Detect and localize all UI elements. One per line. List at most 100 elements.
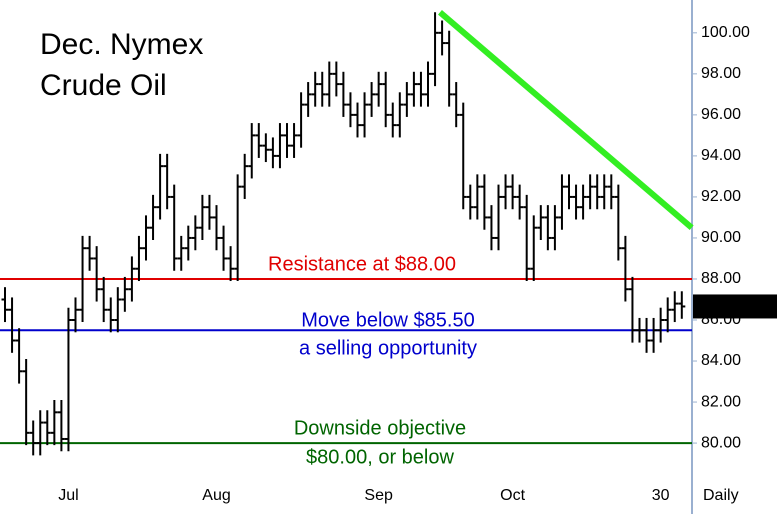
ohlc-bar (389, 102, 397, 138)
ohlc-bar (36, 410, 44, 456)
ohlc-bar (354, 102, 361, 138)
y-tick-label: 94.00 (701, 147, 741, 164)
ohlc-bar (86, 235, 94, 271)
ohlc-bar (311, 71, 319, 107)
ohlc-bar (509, 174, 517, 210)
ohlc-bar (64, 307, 72, 452)
ohlc-bar (22, 358, 30, 446)
ohlc-bar (15, 328, 23, 384)
ohlc-bar (614, 184, 622, 261)
ohlc-bar (163, 153, 171, 210)
ohlc-bar (227, 246, 235, 282)
ohlc-bar (523, 194, 531, 282)
ohlc-bar (318, 71, 326, 107)
ohlc-bar (241, 153, 249, 199)
level-annotation: Downside objective (294, 417, 466, 439)
chart-title: Crude Oil (40, 69, 167, 102)
y-tick-label: 88.00 (701, 270, 741, 287)
chart-title: Dec. Nymex (40, 28, 203, 61)
y-tick-label: 98.00 (701, 65, 741, 82)
ohlc-bar (417, 71, 425, 107)
ohlc-bar (636, 317, 643, 343)
ohlc-bar (650, 317, 658, 353)
ohlc-bar (480, 174, 488, 230)
ohlc-bar (621, 235, 629, 302)
ohlc-bar (382, 71, 390, 128)
ohlc-bar (149, 194, 157, 240)
ohlc-bar (502, 174, 510, 210)
ohlc-bar (600, 174, 608, 210)
ohlc-bar (586, 174, 594, 210)
ohlc-bar (551, 205, 559, 251)
ohlc-bar (396, 92, 404, 138)
ohlc-bar (135, 235, 143, 282)
ohlc-bar (459, 102, 467, 210)
ohlc-bar (530, 215, 538, 282)
ohlc-bar (445, 30, 453, 107)
ohlc-bar (198, 194, 206, 240)
ohlc-bar (43, 410, 51, 446)
ohlc-bar (452, 82, 460, 128)
ohlc-bar (516, 184, 524, 220)
y-tick-label: 92.00 (701, 188, 741, 205)
ohlc-bar (8, 297, 16, 353)
ohlc-bar (205, 194, 213, 230)
ohlc-bar (72, 297, 79, 333)
ohlc-bar (325, 61, 333, 107)
ohlc-bar (29, 420, 37, 456)
ohlc-bar (438, 20, 446, 56)
ohlc-bar (572, 184, 580, 220)
ohlc-bar (544, 205, 552, 251)
ohlc-bar (269, 137, 277, 169)
ohlc-bar (304, 82, 312, 117)
ohlc-bar (657, 307, 665, 343)
ohlc-bar (142, 215, 150, 261)
y-tick-label: 80.00 (701, 434, 741, 451)
trendline (438, 10, 694, 230)
ohlc-bar (671, 291, 679, 323)
ohlc-bar (664, 297, 672, 333)
ohlc-bar (346, 92, 354, 128)
ohlc-bar (220, 225, 228, 271)
ohlc-bar (579, 184, 587, 220)
ohlc-bar (487, 205, 495, 251)
ohlc-bar (643, 317, 651, 353)
level-annotation: $80.00, or below (306, 446, 454, 468)
level-annotation: Resistance at $88.00 (268, 253, 456, 275)
ohlc-bar (107, 297, 115, 333)
x-tick-label: Aug (202, 487, 230, 504)
level-annotation: a selling opportunity (299, 337, 477, 359)
x-tick-label: Jul (58, 487, 78, 504)
ohlc-bar (332, 61, 340, 97)
ohlc-bar (283, 123, 291, 158)
y-tick-label: 90.00 (701, 229, 741, 246)
ohlc-bar (156, 153, 164, 220)
ohlc-bar (375, 71, 383, 107)
ohlc-bar (1, 287, 9, 323)
ohlc-bar (558, 174, 566, 230)
y-tick-label: 96.00 (701, 106, 741, 123)
ohlc-bar (339, 71, 347, 117)
ohlc-bar (276, 123, 284, 169)
ohlc-bar (628, 276, 636, 343)
last-price-box (693, 294, 777, 319)
ohlc-bar (537, 205, 545, 240)
ohlc-bar (565, 174, 573, 210)
y-tick-label: 100.00 (701, 24, 750, 41)
ohlc-bar (234, 174, 242, 282)
y-tick-label: 84.00 (701, 352, 741, 369)
ohlc-bar (79, 235, 87, 323)
ohlc-bar (248, 123, 256, 179)
ohlc-bar (368, 82, 376, 117)
ohlc-bar (431, 12, 439, 87)
last-price-label: 86.66 (701, 299, 741, 316)
ohlc-bar (191, 215, 199, 251)
ohlc-bar (57, 400, 65, 452)
ohlc-bar (128, 256, 136, 302)
ohlc-bar (100, 276, 108, 323)
level-annotation: Move below $85.50 (301, 309, 474, 331)
x-tick-label: 30 (652, 487, 670, 504)
ohlc-bar (593, 174, 601, 210)
ohlc-bar (170, 184, 178, 271)
